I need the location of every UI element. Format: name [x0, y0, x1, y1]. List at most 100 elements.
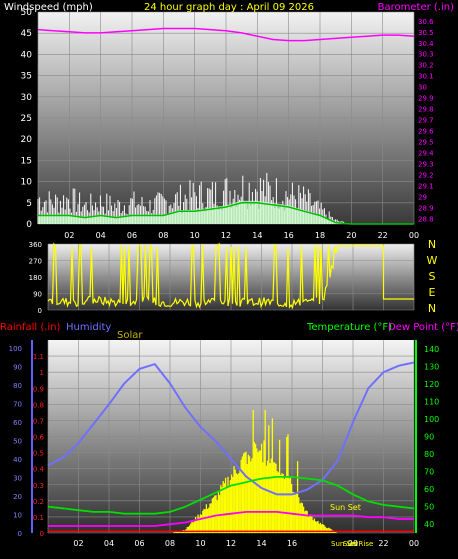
temperature-axis-ticks: 40 50 60 70 80 90 100 110 120 130 140 — [424, 345, 439, 529]
compass-label: W — [427, 254, 438, 267]
x-tick-label: 06 — [134, 539, 144, 548]
sunset-x-annotation: Sun Set — [331, 540, 358, 548]
rainfall-tick-label: 0.8 — [33, 401, 44, 409]
temperature-tick-label: 130 — [424, 362, 439, 371]
x-tick-label: 02 — [73, 539, 83, 548]
barometer-tick-label: 30 — [418, 84, 427, 92]
windspeed-axis-label: Windspeed (mph) — [4, 2, 93, 13]
humidity-tick-label: 20 — [13, 493, 22, 501]
x-tick-label: 20 — [346, 231, 356, 240]
dewpoint-axis-label: Dew Point (°F) — [388, 322, 458, 333]
barometer-tick-label: 30.5 — [418, 29, 434, 37]
direction-tick-label: 180 — [29, 274, 42, 282]
barometer-tick-label: 30.2 — [418, 62, 434, 70]
barometer-tick-label: 29 — [418, 194, 427, 202]
direction-tick-label: 90 — [33, 291, 42, 299]
windspeed-tick-label: 40 — [21, 50, 33, 60]
wind-gust-area — [38, 200, 414, 224]
humidity-tick-label: 90 — [13, 364, 22, 372]
windspeed-tick-label: 0 — [26, 220, 32, 230]
windspeed-tick-label: 5 — [26, 199, 32, 209]
wind-direction-line — [47, 242, 339, 309]
solar-axis-label: Solar — [117, 330, 143, 341]
x-tick-label: 04 — [104, 539, 114, 548]
dewpoint-line — [48, 510, 414, 527]
rainfall-tick-label: 0.3 — [33, 482, 44, 490]
sunrise-x-annotation: Sun Rise — [343, 540, 373, 548]
barometer-tick-label: 29.9 — [418, 95, 434, 103]
rainfall-tick-label: 1 — [40, 369, 44, 377]
temperature-line — [47, 475, 415, 515]
x-tick-label: 02 — [64, 231, 74, 240]
x-tick-label: 10 — [195, 539, 205, 548]
temperature-tick-label: 140 — [424, 345, 439, 354]
x-tick-label: 22 — [378, 231, 388, 240]
windspeed-tick-label: 30 — [21, 93, 33, 103]
rainfall-tick-label: 0.1 — [33, 514, 44, 522]
rainfall-tick-label: 0.6 — [33, 434, 45, 442]
compass-label: S — [429, 270, 436, 283]
temperature-tick-label: 50 — [424, 503, 434, 512]
temperature-tick-label: 90 — [424, 433, 434, 442]
rainfall-tick-label: 0.7 — [33, 417, 44, 425]
barometer-tick-label: 30.3 — [418, 51, 434, 59]
temperature-humidity-panel: 0 0.1 0.2 0.3 0.4 0.5 0.6 0.7 0.8 0.9 1 1.1 0 10 20 30… — [0, 322, 458, 548]
temperature-tick-label: 100 — [424, 415, 439, 424]
rainfall-tick-label: 1.1 — [33, 353, 44, 361]
humidity-axis-label: Humidity — [66, 322, 111, 333]
humidity-tick-label: 80 — [13, 382, 22, 390]
x-tick-label: 16 — [284, 231, 294, 240]
barometer-tick-label: 29.4 — [418, 150, 434, 158]
compass-label: N — [428, 238, 436, 251]
x-tick-label: 08 — [165, 539, 175, 548]
barometer-tick-label: 29.6 — [418, 128, 434, 136]
rainfall-axis-label: Rainfall (.in) — [0, 322, 61, 333]
barometer-tick-label: 28.8 — [418, 216, 434, 224]
rainfall-axis-ticks: 0 0.1 0.2 0.3 0.4 0.5 0.6 0.7 0.8 0.9 1 1.1 — [33, 353, 45, 538]
temp-plot-series — [47, 361, 415, 533]
compass-label: E — [429, 286, 436, 299]
barometer-tick-label: 30.6 — [418, 18, 434, 26]
x-tick-label: 08 — [158, 231, 168, 240]
rainfall-tick-label: 0.9 — [33, 385, 44, 393]
temperature-tick-label: 60 — [424, 485, 434, 494]
humidity-tick-label: 30 — [13, 475, 22, 483]
x-tick-label: 22 — [378, 539, 388, 548]
barometer-tick-label: 29.8 — [418, 106, 434, 114]
barometer-axis-ticks: 28.8 28.9 29 29.1 29.2 29.3 29.4 29.5 29.6 29.7 29… — [418, 18, 434, 224]
rainfall-tick-label: 0 — [40, 530, 44, 538]
windspeed-tick-label: 20 — [21, 135, 33, 145]
rainfall-tick-label: 0.5 — [33, 450, 44, 458]
windspeed-tick-label: 25 — [21, 114, 32, 124]
humidity-tick-label: 0 — [18, 530, 22, 538]
barometer-tick-label: 30.4 — [418, 40, 434, 48]
x-tick-label: 10 — [190, 231, 200, 240]
windspeed-tick-label: 45 — [21, 29, 32, 39]
x-tick-label: 00 — [409, 231, 419, 240]
graph-title: 24 hour graph day : April 09 2026 — [144, 2, 314, 13]
rainfall-tick-label: 0.2 — [33, 498, 44, 506]
humidity-tick-label: 50 — [13, 438, 22, 446]
humidity-line — [47, 361, 415, 496]
barometer-tick-label: 29.5 — [418, 139, 434, 147]
humidity-tick-label: 40 — [13, 456, 22, 464]
x-tick-label: 12 — [226, 539, 236, 548]
windspeed-tick-label: 35 — [21, 72, 32, 82]
direction-tick-label: 0 — [38, 307, 42, 315]
humidity-tick-label: 100 — [9, 345, 22, 353]
barometer-tick-label: 30.1 — [418, 73, 434, 81]
wind-plot-grid — [37, 11, 415, 225]
compass-label: N — [428, 302, 436, 315]
temperature-tick-label: 80 — [424, 450, 434, 459]
wind-average-line — [38, 202, 414, 225]
temperature-tick-label: 70 — [424, 468, 434, 477]
x-tick-label: 04 — [96, 231, 106, 240]
x-tick-label: 00 — [409, 539, 419, 548]
barometer-tick-label: 29.2 — [418, 172, 434, 180]
barometer-line — [37, 27, 415, 42]
windspeed-tick-label: 15 — [21, 156, 32, 166]
windspeed-tick-label: 50 — [21, 8, 33, 18]
